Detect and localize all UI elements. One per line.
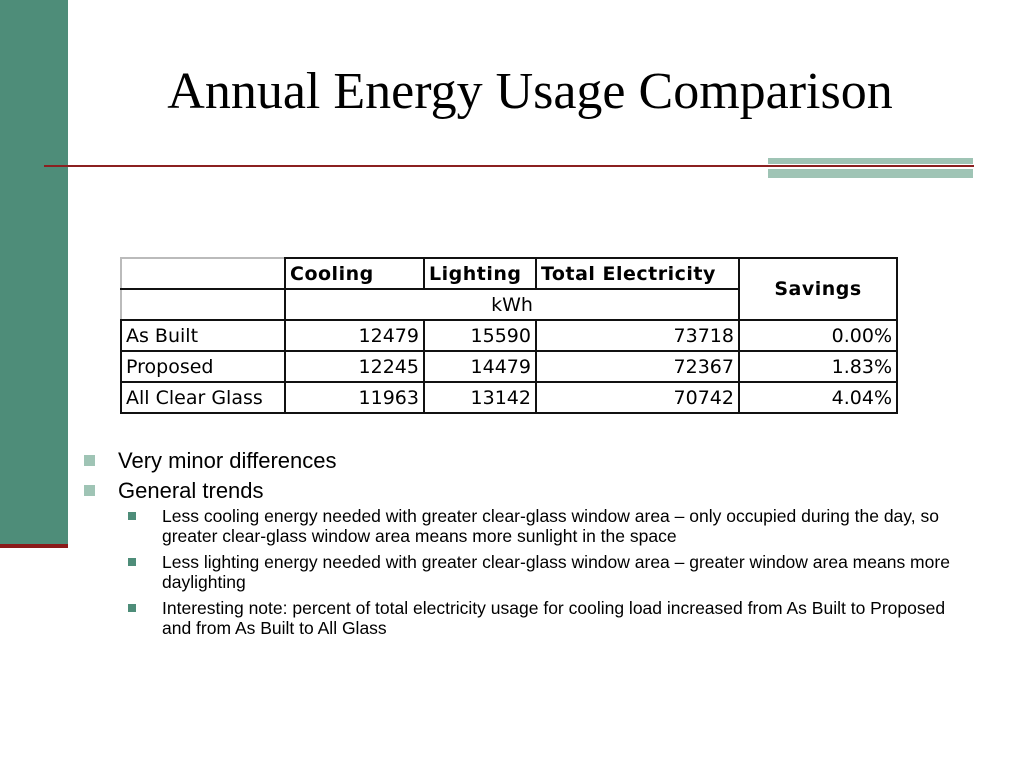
table-header-row: Cooling Lighting Total Electricity Savin… — [120, 257, 898, 321]
total-value: 73718 — [535, 319, 740, 352]
sub-bullet-list: Less cooling energy needed with greater … — [128, 506, 964, 638]
bullet-list: Very minor differences General trends Le… — [84, 446, 964, 644]
bullet-text: General trends — [118, 478, 264, 503]
bullet-text: Very minor differences — [118, 448, 337, 473]
table-row: As Built 12479 15590 73718 0.00% — [120, 319, 898, 352]
sub-bullet-square-icon — [128, 558, 136, 566]
sub-bullet-square-icon — [128, 512, 136, 520]
header-total-electricity: Total Electricity — [535, 257, 740, 290]
title-accent-bars — [768, 158, 973, 178]
savings-value: 4.04% — [738, 381, 898, 414]
energy-usage-table: Cooling Lighting Total Electricity Savin… — [120, 257, 898, 414]
savings-value: 1.83% — [738, 350, 898, 383]
table-row: All Clear Glass 11963 13142 70742 4.04% — [120, 381, 898, 414]
cooling-value: 12245 — [284, 350, 425, 383]
savings-value: 0.00% — [738, 319, 898, 352]
cooling-value: 11963 — [284, 381, 425, 414]
bullet-square-icon — [84, 485, 95, 496]
slide-title: Annual Energy Usage Comparison — [167, 63, 893, 120]
row-label: All Clear Glass — [120, 381, 286, 414]
cooling-value: 12479 — [284, 319, 425, 352]
sub-bullet-text: Less lighting energy needed with greater… — [162, 552, 950, 592]
lighting-value: 15590 — [423, 319, 537, 352]
bullet-item: General trends Less cooling energy neede… — [84, 476, 964, 638]
title-underline — [44, 165, 974, 167]
header-cooling: Cooling — [284, 257, 425, 290]
table-units-row: kWh — [120, 288, 897, 321]
sub-bullet-item: Less lighting energy needed with greater… — [128, 552, 964, 592]
left-accent-rule — [0, 544, 68, 548]
total-value: 72367 — [535, 350, 740, 383]
header-savings: Savings — [738, 257, 898, 321]
lighting-value: 13142 — [423, 381, 537, 414]
sub-bullet-item: Interesting note: percent of total elect… — [128, 598, 964, 638]
sub-bullet-square-icon — [128, 604, 136, 612]
table-row: Proposed 12245 14479 72367 1.83% — [120, 350, 898, 383]
sub-bullet-text: Interesting note: percent of total elect… — [162, 598, 946, 638]
bullet-item: Very minor differences — [84, 446, 964, 476]
total-value: 70742 — [535, 381, 740, 414]
lighting-value: 14479 — [423, 350, 537, 383]
left-accent-bar — [0, 0, 68, 545]
row-label: As Built — [120, 319, 286, 352]
sub-bullet-item: Less cooling energy needed with greater … — [128, 506, 964, 546]
bullet-square-icon — [84, 455, 95, 466]
row-label: Proposed — [120, 350, 286, 383]
header-blank — [120, 257, 286, 290]
sub-bullet-text: Less cooling energy needed with greater … — [162, 506, 939, 546]
header-lighting: Lighting — [423, 257, 537, 290]
units-label: kWh — [284, 288, 740, 321]
units-blank — [120, 288, 286, 321]
